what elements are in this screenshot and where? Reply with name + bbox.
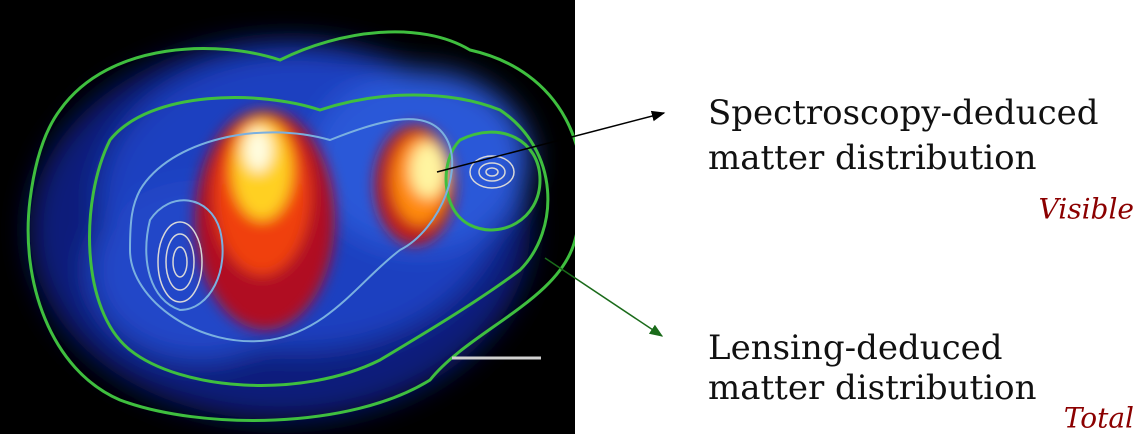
label-tag: Visible (1039, 193, 1134, 226)
label-tag: Total (1064, 402, 1134, 434)
label-line: Lensing-deduced (708, 328, 1003, 368)
label-line: matter distribution (708, 368, 1036, 408)
label-line: Spectroscopy-deduced (708, 93, 1099, 133)
label-line: matter distribution (708, 138, 1036, 178)
figure: Spectroscopy-deduced matter distribution… (0, 0, 1142, 434)
cluster-image (0, 0, 582, 434)
